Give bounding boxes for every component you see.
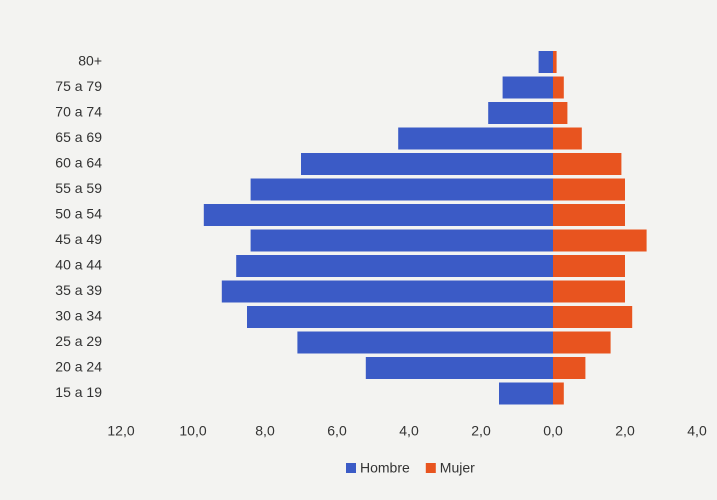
y-tick-label: 35 a 39 (55, 282, 102, 298)
y-tick-label: 50 a 54 (55, 206, 102, 222)
bar (297, 331, 553, 354)
bar (499, 382, 553, 405)
bar (538, 51, 553, 73)
bar (250, 229, 553, 252)
y-tick-label: 65 a 69 (55, 129, 102, 145)
bar (247, 306, 553, 328)
bar (553, 51, 557, 73)
x-tick-label: 4,0 (399, 423, 419, 439)
x-tick-label: 0,0 (543, 423, 563, 439)
x-tick-label: 6,0 (327, 423, 347, 439)
y-tick-label: 30 a 34 (55, 308, 102, 324)
x-tick-label: 2,0 (615, 423, 635, 439)
x-tick-label: 12,0 (107, 423, 134, 439)
bar (553, 357, 586, 379)
bar (553, 76, 564, 99)
x-tick-label: 4,0 (687, 423, 707, 439)
y-tick-label: 55 a 59 (55, 180, 102, 196)
legend-label: Mujer (440, 460, 475, 476)
y-tick-label: 25 a 29 (55, 333, 102, 349)
bar (250, 178, 553, 201)
bar (553, 102, 568, 124)
bar (365, 357, 553, 379)
bar (221, 280, 554, 303)
bar (553, 280, 625, 303)
bar (236, 255, 553, 277)
bar (553, 229, 647, 252)
bar (553, 255, 625, 277)
y-tick-label: 45 a 49 (55, 231, 102, 247)
bar (553, 127, 582, 150)
y-tick-label: 60 a 64 (55, 155, 102, 171)
bar (301, 153, 553, 175)
y-tick-label: 70 a 74 (55, 104, 102, 120)
legend-swatch (346, 463, 356, 473)
legend-label: Hombre (360, 460, 410, 476)
y-tick-label: 15 a 19 (55, 384, 102, 400)
bar (553, 178, 625, 201)
bar (502, 76, 553, 99)
y-tick-label: 75 a 79 (55, 78, 102, 94)
bar (553, 306, 633, 328)
y-tick-label: 80+ (78, 53, 102, 69)
legend-swatch (425, 463, 436, 473)
bar (553, 204, 625, 226)
x-tick-label: 2,0 (471, 423, 491, 439)
bar (553, 382, 564, 405)
y-tick-label: 40 a 44 (55, 257, 102, 273)
y-tick-label: 20 a 24 (55, 359, 102, 375)
bar (553, 331, 611, 354)
bar (398, 127, 553, 150)
bar (203, 204, 554, 226)
x-tick-label: 8,0 (255, 423, 275, 439)
bar (488, 102, 553, 124)
x-tick-label: 10,0 (179, 423, 206, 439)
bar (553, 153, 622, 175)
